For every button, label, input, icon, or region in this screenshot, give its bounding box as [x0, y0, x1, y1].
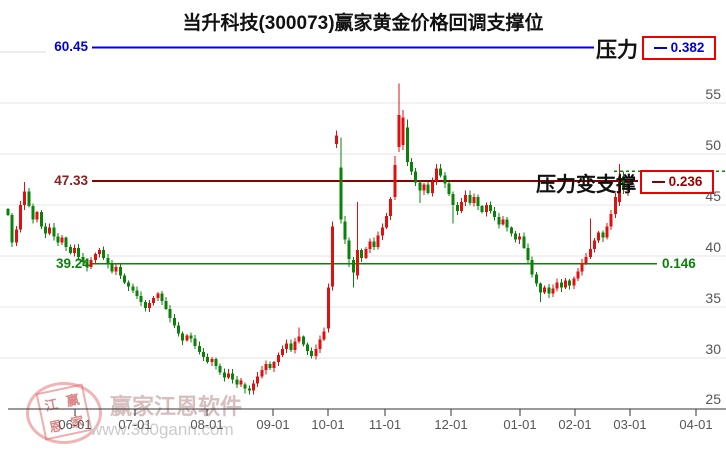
svg-text:39.24: 39.24: [56, 256, 90, 271]
y-axis-label: 50: [705, 137, 721, 153]
ratio-box-0236: 0.236: [640, 170, 714, 194]
y-axis-label: 30: [705, 341, 721, 357]
watermark-url-text: www.360gann.com: [90, 420, 234, 439]
x-axis-label: 08-01: [190, 417, 224, 432]
ratio-value-0382: 0.382: [670, 40, 705, 55]
x-axis-label: 01-01: [503, 417, 537, 432]
ratio-value-0236: 0.236: [668, 174, 703, 189]
pressure-label: 压力: [596, 39, 638, 62]
x-axis-label: 12-01: [434, 417, 468, 432]
pressure-to-support-label: 压力变支撑: [536, 174, 636, 196]
level-price-60-45: 60.45: [54, 39, 88, 54]
x-axis-label: 04-01: [679, 417, 713, 432]
x-axis-label: 10-01: [311, 417, 345, 432]
gann-seal-logo: 江 赢 恩 家: [26, 382, 102, 446]
ratio-box-0382: 0.382: [642, 36, 716, 60]
x-axis-label: 07-01: [118, 417, 152, 432]
seal-circle-icon: [26, 382, 102, 444]
x-axis-label: 06-01: [58, 417, 92, 432]
watermark-brand-text: 赢家江恩软件: [110, 394, 243, 419]
y-axis-label: 35: [705, 290, 721, 306]
x-axis-label: 11-01: [368, 417, 402, 432]
x-axis-label: 09-01: [256, 417, 290, 432]
y-axis-label: 55: [705, 86, 721, 102]
chart-title: 当升科技(300073)赢家黄金价格回调支撑位: [182, 13, 544, 34]
ratio-value-0146: 0.146: [662, 256, 696, 271]
x-axis-label: 02-01: [558, 417, 592, 432]
y-axis-label: 45: [705, 188, 721, 204]
y-axis-label: 40: [705, 239, 721, 255]
y-axis-label: 25: [705, 391, 721, 407]
level-price-47-33: 47.33: [54, 173, 88, 188]
level-line-dash: [653, 47, 667, 49]
level-line-dash: [651, 181, 665, 183]
x-axis-label: 03-01: [613, 417, 647, 432]
